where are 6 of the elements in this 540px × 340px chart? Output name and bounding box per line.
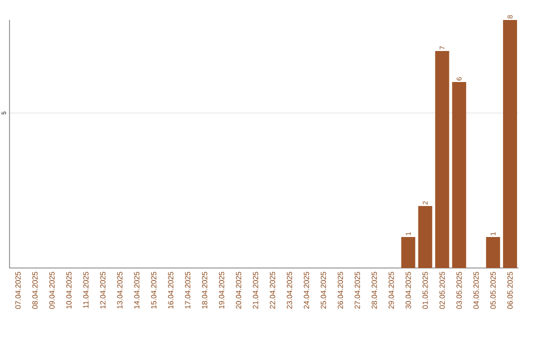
bar	[401, 237, 416, 268]
bar	[452, 82, 466, 268]
bar	[486, 237, 500, 268]
bar	[418, 206, 432, 268]
bar	[503, 20, 518, 268]
bar	[435, 51, 450, 268]
